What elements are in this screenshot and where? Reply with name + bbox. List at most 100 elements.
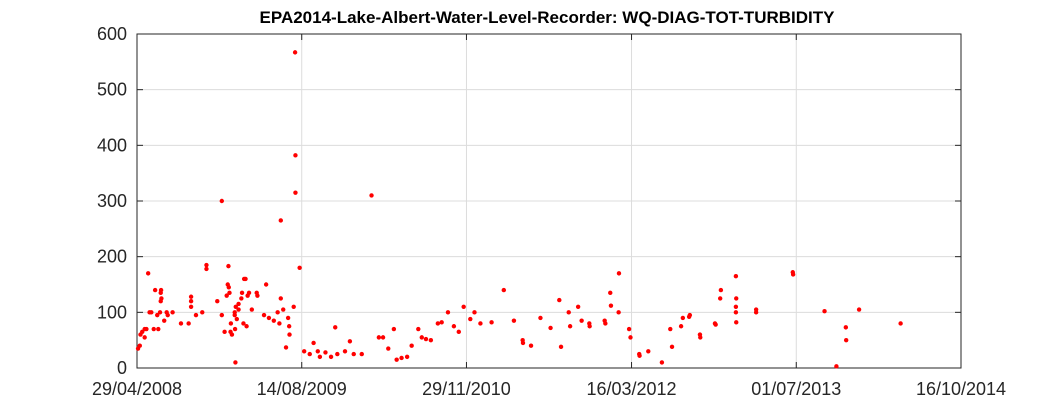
data-point xyxy=(286,324,292,329)
y-tick-label: 300 xyxy=(97,191,127,211)
x-tick-label: 16/10/2014 xyxy=(916,379,1006,399)
data-point xyxy=(307,351,312,357)
data-point xyxy=(587,324,592,329)
data-point xyxy=(435,321,441,326)
data-point xyxy=(520,340,526,346)
data-point xyxy=(478,321,483,326)
data-point xyxy=(419,335,424,340)
data-point xyxy=(323,350,328,355)
data-point xyxy=(380,335,386,340)
data-point xyxy=(538,315,543,321)
data-point xyxy=(285,315,291,321)
data-point xyxy=(219,198,225,204)
data-point xyxy=(228,321,234,326)
data-point xyxy=(283,345,289,350)
data-point xyxy=(275,310,280,315)
data-point xyxy=(733,310,739,315)
data-point xyxy=(678,324,684,329)
data-point xyxy=(188,304,194,309)
data-point xyxy=(162,318,167,323)
data-point xyxy=(293,153,298,158)
data-point xyxy=(287,332,292,337)
data-point xyxy=(628,335,633,340)
data-point xyxy=(822,309,827,314)
data-point xyxy=(733,273,739,279)
data-point xyxy=(603,321,608,326)
data-point xyxy=(501,287,507,293)
data-point xyxy=(616,310,621,315)
data-point xyxy=(215,299,220,304)
data-point xyxy=(234,316,240,322)
data-point xyxy=(159,296,164,301)
data-point xyxy=(226,285,231,290)
data-point xyxy=(843,337,849,343)
data-points xyxy=(135,50,903,369)
data-point xyxy=(376,335,382,340)
data-point xyxy=(246,290,252,296)
y-tick-label: 400 xyxy=(97,135,127,155)
data-point xyxy=(342,349,348,354)
data-point xyxy=(489,320,494,325)
data-point xyxy=(222,329,227,335)
data-point xyxy=(186,321,191,326)
data-point xyxy=(229,332,235,337)
data-point xyxy=(232,312,237,318)
data-point xyxy=(472,310,477,315)
y-tick-label: 100 xyxy=(97,302,127,322)
data-point xyxy=(158,287,164,293)
data-point xyxy=(188,294,194,299)
data-point xyxy=(152,287,158,293)
data-point xyxy=(404,354,410,360)
data-point xyxy=(680,315,686,321)
data-point xyxy=(790,272,796,277)
data-point xyxy=(717,296,723,301)
data-point xyxy=(718,287,724,293)
data-point xyxy=(261,312,267,318)
data-point xyxy=(311,340,316,346)
data-point xyxy=(753,310,759,315)
data-point xyxy=(834,364,839,369)
data-point xyxy=(204,266,209,272)
y-tick-label: 0 xyxy=(117,358,127,378)
data-point xyxy=(369,193,374,198)
x-tick-label: 29/04/2008 xyxy=(92,379,182,399)
data-point xyxy=(511,318,517,323)
data-point xyxy=(156,326,161,332)
data-point xyxy=(416,326,421,332)
data-point xyxy=(579,318,584,323)
data-point xyxy=(226,263,231,269)
data-point xyxy=(843,325,849,330)
data-point xyxy=(608,303,614,308)
data-point xyxy=(239,296,244,301)
data-point xyxy=(608,290,613,296)
data-point xyxy=(347,339,353,344)
data-point xyxy=(558,344,564,350)
data-point xyxy=(399,355,404,361)
data-point xyxy=(232,326,238,332)
data-point xyxy=(391,326,397,332)
x-tick-label: 01/07/2013 xyxy=(751,379,841,399)
data-point xyxy=(243,276,248,282)
data-point xyxy=(149,310,154,315)
data-point xyxy=(241,321,246,326)
data-point xyxy=(301,349,307,354)
data-point xyxy=(669,344,675,350)
data-point xyxy=(461,304,466,309)
y-tick-label: 600 xyxy=(97,24,127,44)
data-point xyxy=(317,354,323,360)
data-point xyxy=(456,329,461,335)
data-point xyxy=(236,301,241,307)
data-point xyxy=(637,353,642,358)
data-point xyxy=(236,307,241,312)
data-point xyxy=(698,335,703,340)
data-point xyxy=(233,304,238,309)
data-point xyxy=(394,357,399,362)
data-point xyxy=(733,304,739,309)
data-point xyxy=(687,312,693,318)
data-point xyxy=(291,304,296,309)
data-point xyxy=(266,315,272,321)
data-point xyxy=(145,271,151,276)
data-point xyxy=(244,324,249,329)
data-point xyxy=(155,312,160,318)
data-point xyxy=(668,326,673,332)
